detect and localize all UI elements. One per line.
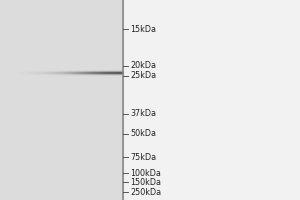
Text: 25kDa: 25kDa xyxy=(130,71,157,80)
Text: 50kDa: 50kDa xyxy=(130,130,157,138)
Text: 15kDa: 15kDa xyxy=(130,24,157,33)
Text: 20kDa: 20kDa xyxy=(130,61,157,70)
Text: 75kDa: 75kDa xyxy=(130,152,157,162)
Text: 250kDa: 250kDa xyxy=(130,188,162,197)
Text: 100kDa: 100kDa xyxy=(130,168,161,178)
Text: 37kDa: 37kDa xyxy=(130,110,157,118)
Bar xyxy=(123,0,300,200)
Text: 150kDa: 150kDa xyxy=(130,178,161,187)
Bar xyxy=(0,0,123,200)
